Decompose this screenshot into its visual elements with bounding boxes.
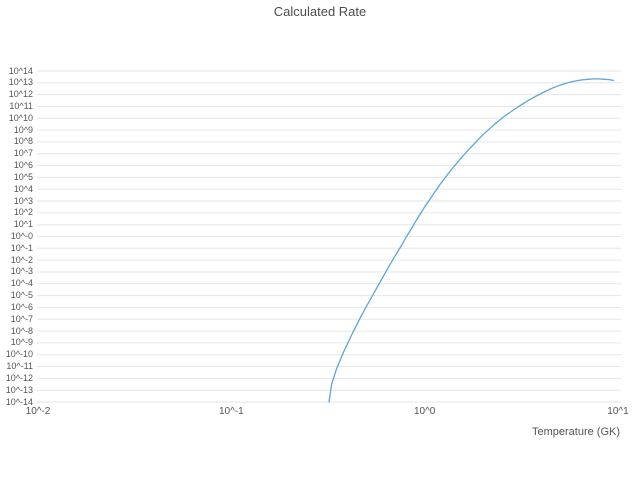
- y-tick-label: 10^2: [13, 207, 33, 218]
- y-tick-label: 10^3: [13, 195, 33, 206]
- y-tick-label: 10^11: [9, 100, 33, 111]
- y-tick-label: 10^5: [13, 171, 33, 182]
- y-tick-label: 10^-9: [10, 337, 33, 348]
- y-tick-label: 10^-6: [10, 301, 33, 312]
- x-tick-label: 10^-1: [218, 406, 244, 417]
- y-axis-tick-labels: 10^14 10^13 10^12 10^11 10^10 10^9 10^8 10^7 10^…: [2, 0, 33, 480]
- y-tick-label: 10^4: [13, 183, 33, 194]
- y-tick-label: 10^-11: [6, 361, 33, 372]
- y-tick-label: 10^-2: [10, 254, 33, 265]
- y-tick-label: 10^9: [13, 124, 33, 135]
- y-tick-label: 10^8: [13, 136, 33, 147]
- y-tick-label: 10^-0: [10, 231, 33, 241]
- x-tick-label: 10^1: [607, 406, 629, 417]
- y-tick-label: 10^1: [13, 219, 33, 230]
- y-tick-label: 10^6: [13, 160, 33, 171]
- y-tick-label: 10^-12: [5, 372, 33, 383]
- y-tick-label: 10^12: [8, 89, 33, 100]
- y-tick-label: 10^-3: [10, 266, 33, 277]
- y-tick-label: 10^-4: [10, 278, 33, 289]
- y-tick-label: 10^10: [8, 112, 33, 123]
- rate-curve: [328, 78, 615, 403]
- y-tick-label: 10^-7: [10, 313, 33, 324]
- y-tick-label: 10^14: [8, 65, 33, 76]
- x-tick-label: 10^0: [413, 406, 436, 417]
- y-tick-label: 10^-1: [10, 242, 33, 253]
- y-tick-label: 10^-8: [10, 325, 33, 336]
- y-tick-label: 10^-10: [5, 349, 33, 360]
- chart-title: Calculated Rate: [273, 4, 367, 19]
- y-tick-label: 10^13: [8, 77, 33, 88]
- y-tick-label: 10^-13: [5, 384, 33, 395]
- y-tick-label: 10^7: [13, 148, 33, 159]
- x-tick-label: 10^-2: [25, 406, 51, 417]
- y-tick-label: 10^-14: [5, 396, 33, 407]
- y-tick-label: 10^-5: [10, 290, 33, 301]
- x-axis-title: Temperature (GK): [531, 426, 620, 438]
